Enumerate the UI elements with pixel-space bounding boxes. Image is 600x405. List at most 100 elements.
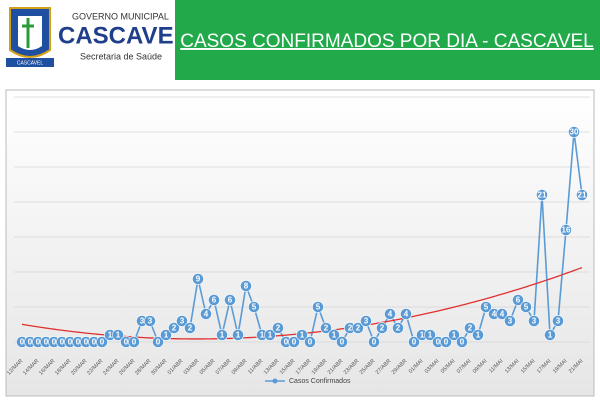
data-label: 6 — [516, 296, 521, 305]
data-label: 0 — [132, 338, 137, 347]
data-label: 0 — [124, 338, 129, 347]
data-label: 9 — [196, 275, 201, 284]
data-label: 1 — [164, 331, 169, 340]
point — [176, 315, 188, 327]
point — [392, 322, 404, 334]
point — [560, 224, 572, 236]
point — [112, 329, 124, 341]
data-label: 3 — [364, 317, 369, 326]
point — [544, 329, 556, 341]
data-label: 1 — [236, 331, 241, 340]
data-label: 1 — [268, 331, 273, 340]
data-label: 4 — [404, 310, 409, 319]
data-label: 21 — [538, 191, 547, 200]
point — [576, 189, 588, 201]
point — [200, 308, 212, 320]
data-label: 0 — [100, 338, 105, 347]
point — [512, 294, 524, 306]
point — [240, 280, 252, 292]
data-label: 4 — [500, 310, 505, 319]
data-label: 1 — [300, 331, 305, 340]
point — [168, 322, 180, 334]
data-label: 5 — [316, 303, 321, 312]
data-label: 4 — [388, 310, 393, 319]
chart-area — [5, 89, 595, 397]
data-label: 30 — [570, 128, 579, 137]
point — [384, 308, 396, 320]
point — [440, 336, 452, 348]
data-label: 3 — [508, 317, 513, 326]
data-label: 0 — [52, 338, 57, 347]
data-label: 2 — [188, 324, 193, 333]
point — [504, 315, 516, 327]
point — [552, 315, 564, 327]
data-label: 8 — [244, 282, 249, 291]
point — [456, 336, 468, 348]
point — [160, 329, 172, 341]
department: Secretaria de Saúde — [80, 51, 162, 61]
data-label: 5 — [524, 303, 529, 312]
data-label: 0 — [340, 338, 345, 347]
data-label: 0 — [284, 338, 289, 347]
point — [400, 308, 412, 320]
point — [96, 336, 108, 348]
data-label: 0 — [60, 338, 65, 347]
title-panel — [175, 0, 600, 80]
data-label: 2 — [348, 324, 353, 333]
legend-marker — [272, 378, 278, 384]
data-label: 0 — [20, 338, 25, 347]
point — [184, 322, 196, 334]
point — [224, 294, 236, 306]
plot: 12/MAR14/MAR16/MAR18/MAR20/MAR22/MAR24/M… — [6, 96, 590, 385]
data-label: 4 — [204, 310, 209, 319]
point — [272, 322, 284, 334]
data-label: 4 — [492, 310, 497, 319]
point — [328, 329, 340, 341]
data-label: 3 — [140, 317, 145, 326]
point — [304, 336, 316, 348]
point — [216, 329, 228, 341]
point — [448, 329, 460, 341]
point — [312, 301, 324, 313]
point — [128, 336, 140, 348]
data-label: 2 — [396, 324, 401, 333]
data-label: 0 — [412, 338, 417, 347]
data-label: 16 — [562, 226, 571, 235]
point — [376, 322, 388, 334]
point — [288, 336, 300, 348]
point — [152, 336, 164, 348]
data-label: 0 — [92, 338, 97, 347]
point — [424, 329, 436, 341]
logo-ribbon: CASCAVEL — [17, 60, 44, 66]
data-label: 0 — [444, 338, 449, 347]
point — [192, 273, 204, 285]
point — [352, 322, 364, 334]
data-label: 0 — [44, 338, 49, 347]
point — [368, 336, 380, 348]
legend-label: Casos Confirmados — [289, 378, 351, 385]
point — [496, 308, 508, 320]
point — [536, 189, 548, 201]
data-label: 2 — [172, 324, 177, 333]
data-label: 2 — [324, 324, 329, 333]
data-label: 3 — [556, 317, 561, 326]
data-label: 1 — [332, 331, 337, 340]
data-label: 6 — [212, 296, 217, 305]
data-label: 0 — [36, 338, 41, 347]
data-label: 0 — [308, 338, 313, 347]
data-label: 1 — [260, 331, 265, 340]
data-label: 2 — [276, 324, 281, 333]
point — [480, 301, 492, 313]
data-label: 1 — [108, 331, 113, 340]
point — [320, 322, 332, 334]
data-label: 2 — [356, 324, 361, 333]
data-label: 0 — [372, 338, 377, 347]
point — [408, 336, 420, 348]
data-label: 0 — [28, 338, 33, 347]
point — [464, 322, 476, 334]
data-label: 1 — [116, 331, 121, 340]
data-label: 1 — [428, 331, 433, 340]
logo: CASCAVEL — [6, 7, 54, 67]
data-label: 3 — [180, 317, 185, 326]
